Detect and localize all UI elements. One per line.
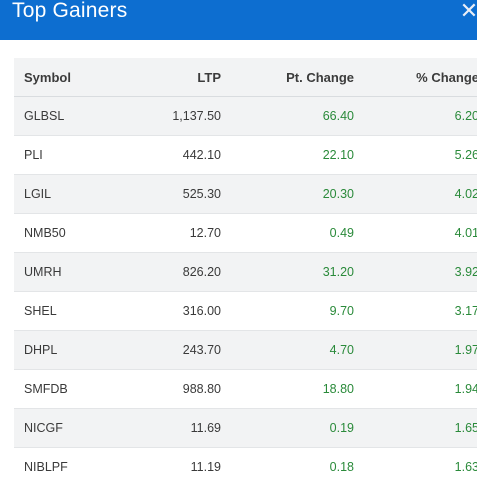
cell-pt-change: 0.18 — [221, 447, 354, 484]
cell-pt-change: 66.40 — [221, 96, 354, 136]
cell-ltp: 1,137.50 — [132, 96, 221, 136]
cell-pt-change: 9.70 — [221, 291, 354, 331]
cell-pct-change: 1.63 — [354, 447, 477, 484]
table-row[interactable]: SHEL 316.00 9.70 3.17 — [14, 291, 477, 331]
cell-pct-change: 1.94 — [354, 369, 477, 409]
cell-ltp: 826.20 — [132, 252, 221, 292]
table-row[interactable]: LGIL 525.30 20.30 4.02 — [14, 174, 477, 214]
table-row[interactable]: SMFDB 988.80 18.80 1.94 — [14, 369, 477, 409]
gainers-table: Symbol LTP Pt. Change % Change GLBSL 1,1… — [14, 58, 477, 484]
cell-pt-change: 0.19 — [221, 408, 354, 448]
cell-pct-change: 6.20 — [354, 96, 477, 136]
close-icon[interactable]: ✕ — [459, 0, 477, 23]
cell-pct-change: 1.97 — [354, 330, 477, 370]
table-row[interactable]: NMB50 12.70 0.49 4.01 — [14, 213, 477, 253]
cell-symbol: SHEL — [14, 291, 132, 331]
table-row[interactable]: UMRH 826.20 31.20 3.92 — [14, 252, 477, 292]
modal-title: Top Gainers — [12, 0, 128, 22]
cell-pt-change: 31.20 — [221, 252, 354, 292]
column-header-pct-change[interactable]: % Change — [354, 58, 477, 97]
cell-ltp: 11.19 — [132, 447, 221, 484]
cell-symbol: LGIL — [14, 174, 132, 214]
table-row[interactable]: DHPL 243.70 4.70 1.97 — [14, 330, 477, 370]
column-header-ltp[interactable]: LTP — [132, 58, 221, 97]
table-body: GLBSL 1,137.50 66.40 6.20 PLI 442.10 22.… — [14, 96, 477, 484]
column-header-symbol[interactable]: Symbol — [14, 58, 132, 97]
cell-pt-change: 0.49 — [221, 213, 354, 253]
cell-symbol: PLI — [14, 135, 132, 175]
cell-symbol: NICGF — [14, 408, 132, 448]
cell-pct-change: 4.01 — [354, 213, 477, 253]
table-row[interactable]: GLBSL 1,137.50 66.40 6.20 — [14, 96, 477, 136]
cell-symbol: UMRH — [14, 252, 132, 292]
header-row: Symbol LTP Pt. Change % Change — [14, 58, 477, 97]
cell-ltp: 525.30 — [132, 174, 221, 214]
cell-pt-change: 20.30 — [221, 174, 354, 214]
cell-symbol: GLBSL — [14, 96, 132, 136]
cell-ltp: 11.69 — [132, 408, 221, 448]
cell-ltp: 243.70 — [132, 330, 221, 370]
modal-header: Top Gainers ✕ — [0, 0, 477, 40]
cell-ltp: 442.10 — [132, 135, 221, 175]
cell-pt-change: 18.80 — [221, 369, 354, 409]
cell-pct-change: 1.65 — [354, 408, 477, 448]
table-row[interactable]: PLI 442.10 22.10 5.26 — [14, 135, 477, 175]
table-header: Symbol LTP Pt. Change % Change — [14, 58, 477, 97]
cell-ltp: 988.80 — [132, 369, 221, 409]
cell-symbol: NMB50 — [14, 213, 132, 253]
column-header-pt-change[interactable]: Pt. Change — [221, 58, 354, 97]
cell-pct-change: 5.26 — [354, 135, 477, 175]
cell-pct-change: 3.92 — [354, 252, 477, 292]
cell-pct-change: 4.02 — [354, 174, 477, 214]
cell-pt-change: 22.10 — [221, 135, 354, 175]
table-row[interactable]: NIBLPF 11.19 0.18 1.63 — [14, 447, 477, 484]
cell-symbol: NIBLPF — [14, 447, 132, 484]
table-row[interactable]: NICGF 11.69 0.19 1.65 — [14, 408, 477, 448]
cell-symbol: SMFDB — [14, 369, 132, 409]
cell-pt-change: 4.70 — [221, 330, 354, 370]
cell-ltp: 316.00 — [132, 291, 221, 331]
cell-ltp: 12.70 — [132, 213, 221, 253]
cell-pct-change: 3.17 — [354, 291, 477, 331]
cell-symbol: DHPL — [14, 330, 132, 370]
